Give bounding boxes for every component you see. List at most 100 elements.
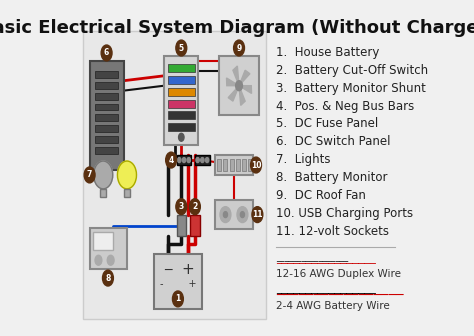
Circle shape — [237, 207, 248, 222]
Circle shape — [166, 152, 176, 168]
FancyBboxPatch shape — [100, 189, 106, 197]
Circle shape — [101, 45, 112, 61]
FancyBboxPatch shape — [176, 155, 191, 165]
FancyBboxPatch shape — [95, 125, 118, 132]
FancyBboxPatch shape — [95, 71, 118, 78]
Circle shape — [201, 158, 204, 163]
Polygon shape — [228, 86, 239, 101]
Circle shape — [107, 255, 114, 265]
Text: 1: 1 — [175, 294, 181, 303]
FancyBboxPatch shape — [168, 76, 195, 84]
Text: 7: 7 — [87, 170, 92, 179]
Text: 2: 2 — [192, 202, 198, 211]
FancyBboxPatch shape — [215, 155, 253, 175]
FancyBboxPatch shape — [95, 93, 118, 99]
Circle shape — [102, 270, 113, 286]
Circle shape — [252, 207, 263, 222]
FancyBboxPatch shape — [190, 215, 200, 237]
Polygon shape — [227, 78, 239, 86]
FancyBboxPatch shape — [168, 64, 195, 72]
FancyBboxPatch shape — [223, 159, 228, 171]
Text: 3.  Battery Monitor Shunt: 3. Battery Monitor Shunt — [276, 82, 426, 95]
Text: -        +: - + — [160, 279, 196, 289]
Text: 5.  DC Fuse Panel: 5. DC Fuse Panel — [276, 117, 379, 130]
FancyBboxPatch shape — [168, 112, 195, 119]
FancyBboxPatch shape — [95, 82, 118, 89]
Polygon shape — [239, 70, 250, 86]
Text: 8.  Battery Monitor: 8. Battery Monitor — [276, 171, 388, 184]
Text: +: + — [182, 262, 194, 277]
Circle shape — [196, 158, 199, 163]
Text: 4: 4 — [168, 156, 174, 165]
Polygon shape — [233, 66, 239, 86]
Text: 10. USB Charging Ports: 10. USB Charging Ports — [276, 207, 413, 220]
Text: 8: 8 — [105, 274, 110, 283]
Circle shape — [95, 255, 102, 265]
FancyBboxPatch shape — [168, 99, 195, 108]
FancyBboxPatch shape — [83, 31, 266, 319]
Circle shape — [173, 291, 183, 307]
Text: 9.  DC Roof Fan: 9. DC Roof Fan — [276, 189, 366, 202]
Text: 3: 3 — [179, 202, 184, 211]
FancyBboxPatch shape — [242, 159, 246, 171]
Circle shape — [176, 199, 187, 215]
Circle shape — [84, 167, 95, 183]
Polygon shape — [239, 86, 252, 93]
FancyBboxPatch shape — [95, 136, 118, 143]
Circle shape — [251, 157, 262, 173]
FancyBboxPatch shape — [124, 189, 130, 197]
Circle shape — [220, 207, 231, 222]
Text: 1.  House Battery: 1. House Battery — [276, 46, 380, 59]
Circle shape — [94, 161, 113, 189]
FancyBboxPatch shape — [164, 56, 198, 145]
Text: 11. 12-volt Sockets: 11. 12-volt Sockets — [276, 224, 390, 238]
FancyBboxPatch shape — [95, 147, 118, 154]
FancyBboxPatch shape — [93, 233, 113, 250]
FancyBboxPatch shape — [236, 159, 240, 171]
FancyBboxPatch shape — [217, 159, 221, 171]
Text: 12-16 AWG Duplex Wire: 12-16 AWG Duplex Wire — [276, 269, 401, 279]
Circle shape — [234, 40, 245, 56]
Text: 2-4 AWG Battery Wire: 2-4 AWG Battery Wire — [276, 301, 390, 311]
FancyBboxPatch shape — [95, 103, 118, 111]
FancyBboxPatch shape — [229, 159, 234, 171]
Circle shape — [223, 212, 228, 218]
Circle shape — [187, 158, 191, 163]
Text: 6.  DC Switch Panel: 6. DC Switch Panel — [276, 135, 391, 148]
Text: ─────────────────: ───────────────── — [276, 289, 376, 299]
Text: ─────────────────: ───────────────── — [276, 289, 404, 302]
Polygon shape — [239, 86, 245, 106]
Text: 6: 6 — [104, 48, 109, 57]
Text: ─────────────────: ───────────────── — [276, 259, 376, 269]
FancyBboxPatch shape — [95, 115, 118, 121]
FancyBboxPatch shape — [154, 254, 201, 309]
Text: Basic Electrical System Diagram (Without Charger): Basic Electrical System Diagram (Without… — [0, 19, 474, 37]
Text: ─: ─ — [164, 264, 172, 277]
Circle shape — [179, 133, 184, 141]
FancyBboxPatch shape — [168, 88, 195, 96]
FancyBboxPatch shape — [215, 200, 253, 229]
Circle shape — [178, 158, 181, 163]
Text: 10: 10 — [251, 161, 261, 170]
FancyBboxPatch shape — [90, 61, 124, 170]
Text: ─────────────────: ───────────────── — [276, 259, 349, 265]
FancyBboxPatch shape — [90, 227, 127, 269]
Text: 5: 5 — [179, 43, 184, 52]
Circle shape — [205, 158, 209, 163]
FancyBboxPatch shape — [219, 56, 259, 116]
FancyBboxPatch shape — [176, 215, 186, 237]
Circle shape — [118, 161, 137, 189]
Circle shape — [240, 212, 245, 218]
Circle shape — [236, 81, 242, 91]
FancyBboxPatch shape — [195, 155, 210, 165]
Text: 11: 11 — [252, 210, 263, 219]
FancyBboxPatch shape — [248, 159, 252, 171]
Text: 4.  Pos. & Neg Bus Bars: 4. Pos. & Neg Bus Bars — [276, 99, 415, 113]
Circle shape — [190, 199, 201, 215]
Text: 7.  Lights: 7. Lights — [276, 153, 331, 166]
Circle shape — [182, 158, 186, 163]
Circle shape — [176, 40, 187, 56]
Text: 9: 9 — [237, 43, 242, 52]
Text: 2.  Battery Cut-Off Switch: 2. Battery Cut-Off Switch — [276, 64, 428, 77]
FancyBboxPatch shape — [168, 123, 195, 131]
